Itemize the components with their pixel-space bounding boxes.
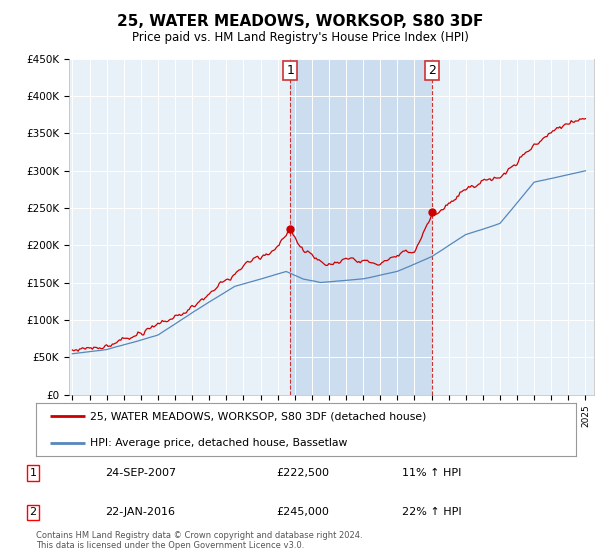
Text: Price paid vs. HM Land Registry's House Price Index (HPI): Price paid vs. HM Land Registry's House …: [131, 31, 469, 44]
Text: 2: 2: [428, 64, 436, 77]
Text: Contains HM Land Registry data © Crown copyright and database right 2024.
This d: Contains HM Land Registry data © Crown c…: [36, 530, 362, 550]
Text: 24-SEP-2007: 24-SEP-2007: [105, 468, 176, 478]
Text: £222,500: £222,500: [276, 468, 329, 478]
Text: 22-JAN-2016: 22-JAN-2016: [105, 507, 175, 517]
Text: HPI: Average price, detached house, Bassetlaw: HPI: Average price, detached house, Bass…: [90, 438, 347, 448]
Text: 22% ↑ HPI: 22% ↑ HPI: [402, 507, 461, 517]
Text: 2: 2: [29, 507, 37, 517]
Text: 11% ↑ HPI: 11% ↑ HPI: [402, 468, 461, 478]
Text: 1: 1: [286, 64, 294, 77]
Text: 1: 1: [29, 468, 37, 478]
Text: 25, WATER MEADOWS, WORKSOP, S80 3DF: 25, WATER MEADOWS, WORKSOP, S80 3DF: [117, 14, 483, 29]
Text: £245,000: £245,000: [276, 507, 329, 517]
Text: 25, WATER MEADOWS, WORKSOP, S80 3DF (detached house): 25, WATER MEADOWS, WORKSOP, S80 3DF (det…: [90, 412, 427, 422]
Bar: [290, 59, 433, 395]
